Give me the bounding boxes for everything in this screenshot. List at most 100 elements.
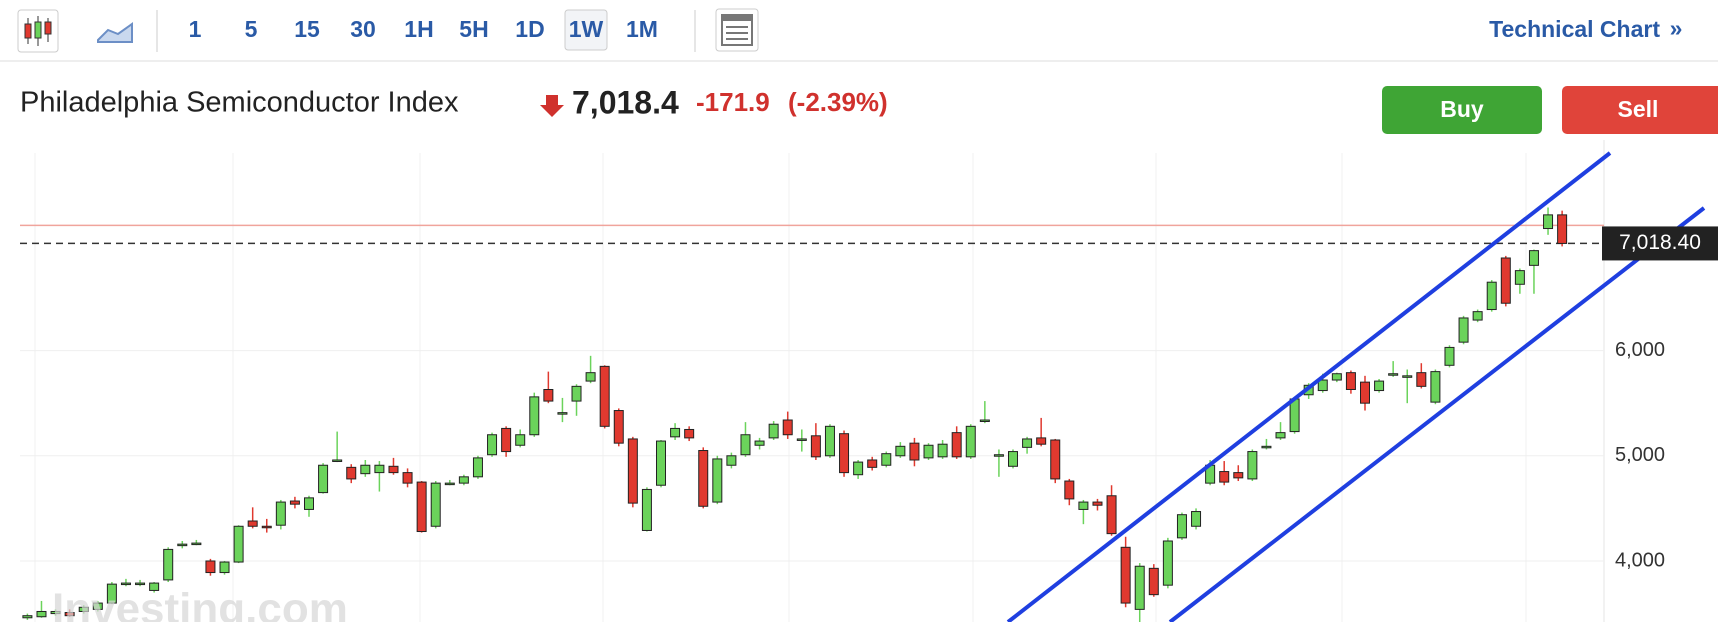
chevron[interactable]: » bbox=[1670, 15, 1683, 41]
candle-body bbox=[993, 454, 1004, 457]
interval-button[interactable]: 1M bbox=[626, 16, 658, 42]
candle-body bbox=[149, 582, 160, 591]
candle-body bbox=[951, 432, 962, 458]
candle-body bbox=[191, 542, 202, 546]
area-icon[interactable] bbox=[97, 22, 133, 43]
candle-body bbox=[1528, 250, 1539, 266]
candle-body bbox=[754, 440, 765, 446]
candle-body bbox=[895, 445, 906, 457]
candle-body bbox=[247, 520, 258, 527]
candle-body bbox=[1416, 372, 1427, 387]
candle-icon[interactable] bbox=[17, 9, 59, 53]
candle-body bbox=[923, 444, 934, 459]
candle-body bbox=[219, 561, 230, 574]
candle-body bbox=[1331, 373, 1342, 381]
candle-body bbox=[1261, 445, 1272, 449]
candle-body bbox=[402, 472, 413, 484]
channel-upper bbox=[1006, 151, 1612, 624]
technical-chart-link[interactable]: Technical Chart bbox=[1489, 16, 1660, 42]
y-tick-label: 5,000 bbox=[1615, 444, 1665, 466]
watermark: Investing.com bbox=[52, 585, 348, 622]
interval-button[interactable]: 1H bbox=[404, 16, 433, 42]
candle-body bbox=[599, 365, 610, 427]
candle-body bbox=[712, 458, 723, 503]
candle-body bbox=[1078, 501, 1089, 510]
candle-body bbox=[627, 438, 638, 504]
candle-body bbox=[1430, 371, 1441, 403]
candle-body bbox=[585, 372, 596, 382]
candle-body bbox=[205, 560, 216, 574]
y-tick-label: 4,000 bbox=[1615, 549, 1665, 571]
candle-body bbox=[1557, 214, 1568, 244]
candle-body bbox=[1275, 432, 1286, 439]
candle-body bbox=[1374, 380, 1385, 392]
candle-body bbox=[1134, 565, 1145, 610]
interval-button[interactable]: 30 bbox=[350, 16, 376, 42]
candle-body bbox=[1500, 257, 1511, 304]
candle-body bbox=[1458, 317, 1469, 343]
interval-button[interactable]: 5H bbox=[459, 16, 488, 42]
candle-body bbox=[1106, 495, 1117, 535]
interval-button[interactable]: 5 bbox=[245, 16, 258, 42]
candle-body bbox=[1233, 472, 1244, 479]
sell-button[interactable]: Sell bbox=[1562, 86, 1718, 134]
candle-body bbox=[740, 434, 751, 456]
candle-body bbox=[1472, 311, 1483, 321]
candle-body bbox=[1345, 372, 1356, 390]
candle-body bbox=[543, 388, 554, 402]
price-label: 7,018.40 bbox=[1619, 231, 1701, 254]
candle-body bbox=[1120, 546, 1131, 604]
candle-body bbox=[1543, 214, 1554, 230]
interval-button[interactable]: 1 bbox=[189, 16, 202, 42]
candle-body bbox=[810, 435, 821, 458]
candle-body bbox=[472, 457, 483, 478]
price-change: -171.9 bbox=[696, 87, 770, 117]
candle-body bbox=[1247, 451, 1258, 480]
candle-body bbox=[1022, 438, 1033, 448]
candle-body bbox=[304, 497, 314, 510]
interval-button[interactable]: 1D bbox=[515, 16, 544, 42]
active-interval-box bbox=[564, 9, 608, 51]
vertical-grid bbox=[34, 153, 1527, 622]
candle-body bbox=[430, 482, 441, 527]
candle-body bbox=[163, 548, 174, 581]
down-arrow bbox=[540, 95, 564, 117]
candle-body bbox=[1486, 281, 1497, 311]
buy-label[interactable]: Buy bbox=[1440, 96, 1484, 122]
candle-body bbox=[1289, 398, 1300, 433]
layout-icon[interactable] bbox=[715, 8, 759, 52]
interval-button[interactable]: 15 bbox=[294, 16, 320, 42]
candle-body bbox=[120, 582, 131, 586]
candle-body bbox=[78, 606, 89, 612]
candle-body bbox=[853, 461, 864, 476]
candle-body bbox=[1036, 437, 1047, 445]
candle-body bbox=[867, 459, 878, 468]
candle-body bbox=[937, 443, 948, 458]
candle-body bbox=[571, 385, 582, 402]
candle-body bbox=[36, 610, 47, 618]
candle-body bbox=[1514, 270, 1525, 285]
candle-body bbox=[1064, 480, 1075, 500]
candle-body bbox=[782, 419, 793, 436]
candle-body bbox=[318, 464, 329, 494]
candle-body bbox=[1219, 471, 1230, 483]
instrument-title: Philadelphia Semiconductor Index bbox=[20, 87, 459, 119]
interval-button[interactable]: 1W bbox=[569, 16, 604, 42]
candle-body bbox=[64, 612, 75, 617]
candle-body bbox=[22, 615, 33, 619]
candle-body bbox=[726, 455, 737, 466]
candle-body bbox=[135, 582, 146, 586]
candle-body bbox=[1317, 379, 1328, 392]
candle-body bbox=[656, 440, 666, 486]
candle-body bbox=[1402, 375, 1413, 378]
candle-body bbox=[92, 602, 103, 610]
candle-body bbox=[106, 583, 117, 604]
buy-button[interactable]: Buy bbox=[1382, 86, 1542, 134]
sell-label[interactable]: Sell bbox=[1618, 96, 1659, 122]
candle-body bbox=[768, 423, 779, 439]
candle-body bbox=[1008, 451, 1018, 467]
candle-body bbox=[501, 427, 512, 453]
candle-body bbox=[346, 466, 357, 480]
candle-body bbox=[684, 428, 695, 439]
candle-body bbox=[839, 433, 850, 474]
